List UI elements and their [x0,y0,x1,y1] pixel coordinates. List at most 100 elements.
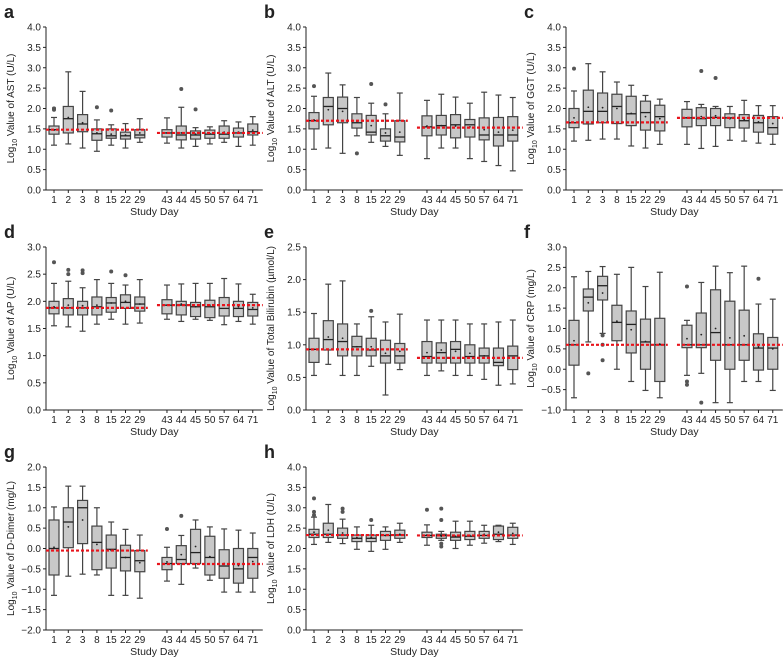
box-day-71 [247,293,259,325]
box-day-2 [322,283,334,365]
x-tick-label: 57 [739,415,751,426]
panel-letter: d [4,222,15,242]
y-tick-label: 3.0 [287,503,301,514]
box-day-44 [175,283,187,323]
y-label-subscript: 10 [532,363,539,371]
panel-e: e Log10 Value of Total Bilirubin (µmol/L)… [264,222,523,438]
y-label-text: Value of GGT (U/L) [526,52,537,140]
y-tick-label: 1.0 [287,585,301,596]
y-label-text: Value of LDH (U/L) [266,493,277,580]
y-tick-label: 2.0 [547,283,561,294]
mean-marker [398,350,401,353]
x-axis-label: Study Day [650,206,699,218]
y-tick-label: 2.5 [287,243,301,254]
mean-marker [180,553,183,556]
mean-marker [454,535,457,538]
y-label-prefix: Log [266,146,277,163]
y-tick-label: 3.0 [27,63,41,74]
outlier-point [52,260,56,265]
mean-marker [370,345,373,348]
outlier-point [312,84,316,89]
y-label-subscript: 10 [272,579,279,587]
x-tick-label: 22 [380,635,392,646]
x-tick-label: 29 [654,415,666,426]
outlier-point [572,66,576,71]
iqr-box [625,95,637,127]
x-tick-label: 43 [161,635,173,646]
x-tick-label: 8 [94,195,100,206]
y-axis-label: Log10 Value of AP (U/L) [6,277,19,381]
box-day-2 [322,503,334,543]
iqr-box [695,312,707,349]
mean-marker [743,118,746,121]
mean-marker [728,336,731,339]
y-tick-label: 0.5 [547,344,561,355]
outlier-point [340,506,345,511]
x-axis-label: Study Day [130,426,179,438]
x-tick-label: 15 [106,635,118,646]
box-day-43 [681,100,693,145]
mean-marker [511,532,514,535]
x-tick-label: 1 [51,195,57,206]
x-tick-label: 57 [479,195,491,206]
x-tick-label: 22 [120,635,132,646]
outlier-point [312,513,316,518]
y-tick-label: 0.5 [27,165,41,176]
box-day-3 [596,71,609,140]
box-day-50 [464,520,476,546]
panel-f: f Log10 Value of CRP (mg/L) −1.0 −0.5 0.0 0.5… [524,222,783,438]
x-tick-label: 71 [767,415,779,426]
y-tick-label: 0.5 [27,524,41,535]
box-day-64 [752,276,765,383]
y-tick-label: 1.5 [287,124,301,135]
x-tick-label: 43 [681,195,693,206]
mean-marker [398,131,401,134]
mean-marker [743,334,746,337]
box-day-1 [308,312,320,377]
x-axis-label: Study Day [390,206,439,218]
mean-marker [686,337,688,340]
x-tick-label: 44 [436,195,448,206]
y-tick-label: 0.5 [27,378,41,389]
y-label-prefix: Log [526,148,537,165]
mean-marker [757,121,760,123]
y-label-subscript: 10 [272,138,279,146]
y-tick-label: −0.5 [21,564,41,575]
x-tick-label: 2 [586,415,592,426]
x-tick-label: 22 [640,415,652,426]
outlier-point [109,108,114,113]
outlier-point [439,506,444,511]
box-day-1 [308,84,320,150]
mean-marker [630,328,633,331]
mean-marker [468,352,471,355]
iqr-box [322,320,334,351]
y-tick-label: 1.0 [287,145,301,156]
outlier-point [193,107,198,112]
box-day-15 [105,108,117,146]
y-tick-label: 2.0 [27,104,41,115]
x-tick-label: 2 [326,415,332,426]
outlier-point [369,82,374,87]
x-axis-label: Study Day [390,426,439,438]
y-tick-label: 3.5 [547,43,561,54]
box-day-45 [709,265,722,404]
mean-marker [53,546,55,549]
y-tick-label: 1.0 [27,351,41,362]
y-tick-label: 1.0 [547,145,561,156]
box-day-15 [625,84,637,147]
y-tick-label: 0.0 [27,544,41,555]
mean-marker [96,132,98,134]
box-day-57 [218,277,230,326]
mean-marker [601,292,604,294]
x-tick-label: 1 [311,195,317,206]
box-day-29 [394,92,406,156]
box-day-15 [105,269,117,320]
box-day-71 [507,522,519,546]
box-day-1 [308,496,320,546]
box-day-71 [507,319,519,385]
iqr-box [709,289,722,361]
box-day-50 [464,323,476,377]
mean-marker [327,336,330,338]
mean-marker [67,304,70,307]
